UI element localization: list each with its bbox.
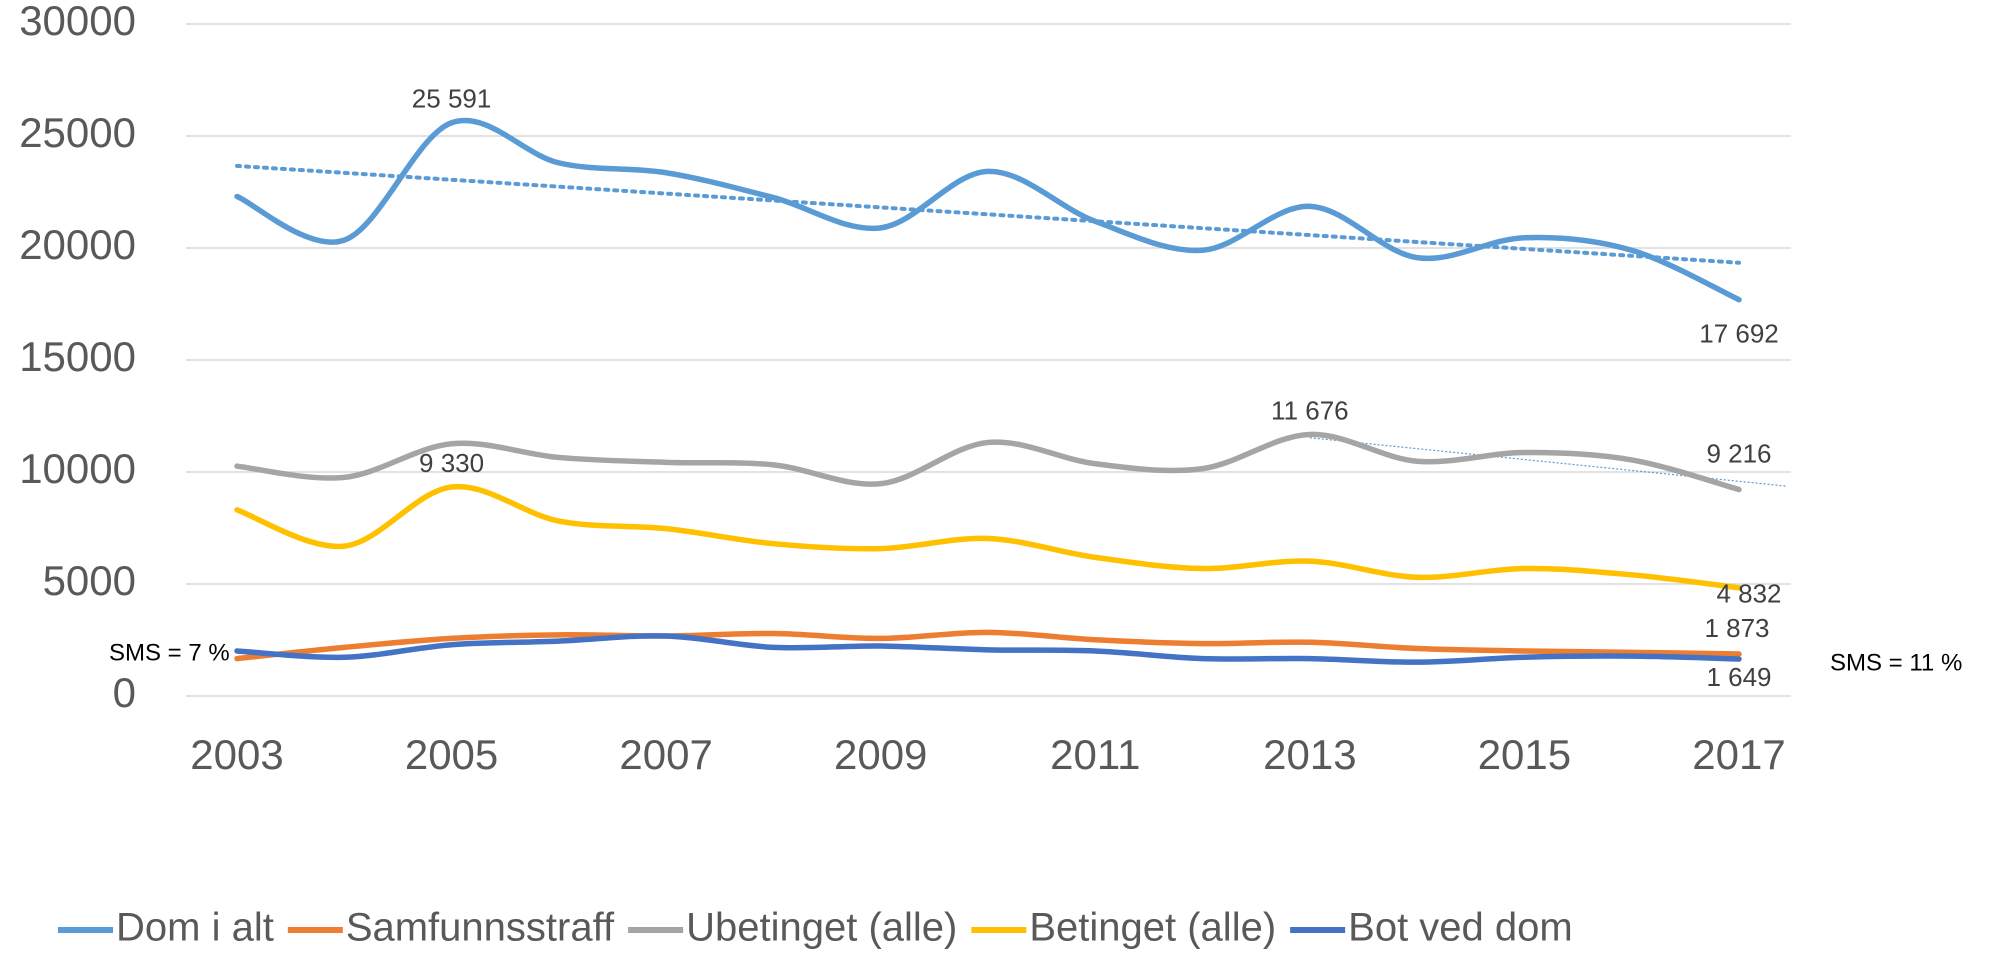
x-tick-label: 2017 [1692, 731, 1785, 778]
y-tick-label: 30000 [19, 0, 136, 44]
legend-label: Betinget (alle) [1029, 906, 1276, 950]
data-label: 1 873 [1704, 613, 1769, 643]
data-label: 17 692 [1699, 319, 1779, 349]
series-line [234, 431, 1742, 493]
series-line [234, 117, 1742, 303]
y-tick-label: 10000 [19, 445, 136, 492]
data-label: 11 676 [1271, 395, 1349, 425]
series-line [234, 629, 1742, 662]
y-tick-label: 5000 [43, 557, 136, 604]
data-label: 1 649 [1706, 662, 1771, 692]
annotation: SMS = 11 % [1830, 649, 1962, 676]
series-line [234, 633, 1742, 665]
y-tick-label: 0 [113, 669, 136, 716]
x-tick-label: 2007 [619, 731, 712, 778]
x-tick-label: 2005 [405, 731, 498, 778]
y-tick-label: 20000 [19, 221, 136, 268]
series-line [234, 483, 1742, 591]
legend-label: Samfunnsstraff [346, 906, 615, 950]
x-tick-label: 2015 [1478, 731, 1571, 778]
legend-label: Bot ved dom [1348, 906, 1573, 950]
data-label: 9 216 [1706, 438, 1771, 468]
data-label: 4 832 [1716, 579, 1781, 609]
y-tick-label: 25000 [19, 109, 136, 156]
legend-label: Dom i alt [116, 906, 274, 950]
x-tick-label: 2011 [1050, 731, 1140, 778]
y-tick-label: 15000 [19, 333, 136, 380]
legend-label: Ubetinget (alle) [686, 906, 957, 950]
x-tick-label: 2009 [834, 731, 927, 778]
x-tick-label: 2003 [190, 731, 283, 778]
data-label: 25 591 [412, 84, 492, 114]
data-label: 9 330 [419, 448, 484, 478]
x-tick-label: 2013 [1263, 731, 1356, 778]
annotation: SMS = 7 % [109, 639, 230, 666]
